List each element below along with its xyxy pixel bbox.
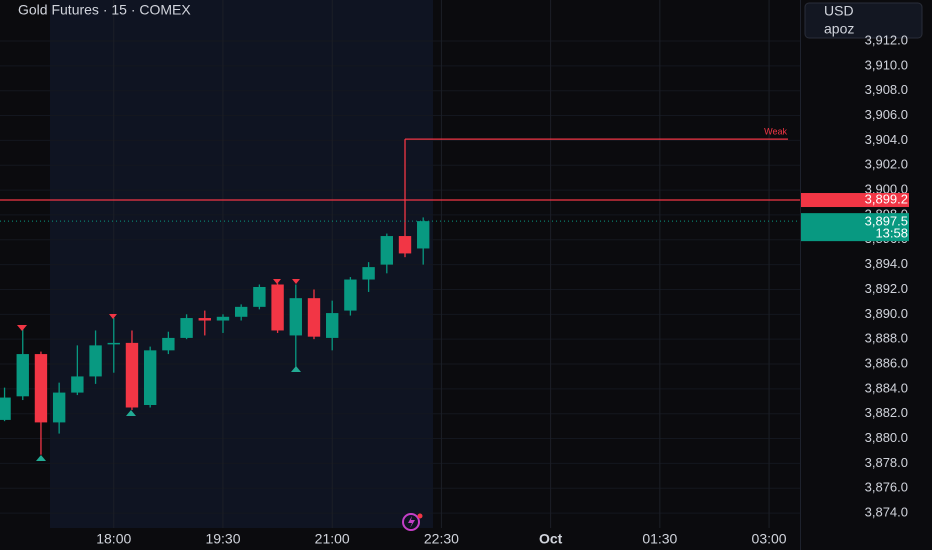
candle-body: [344, 279, 357, 311]
y-tick-label: 3,892.0: [865, 281, 908, 296]
current-price-label: 3,897.5: [865, 214, 908, 229]
candle-body: [107, 342, 120, 345]
y-tick-label: 3,882.0: [865, 405, 908, 420]
candle-body: [52, 392, 66, 423]
currency-box-bg: [804, 2, 923, 39]
y-tick-label: 3,876.0: [865, 480, 908, 495]
currency-box[interactable]: USD apoz: [804, 2, 923, 39]
candle-body: [307, 298, 321, 337]
sell-signal: [273, 279, 281, 284]
logo-icon: [402, 513, 423, 531]
candle-body: [89, 345, 102, 377]
candle-body: [234, 306, 248, 317]
annotation-label: Weak: [764, 127, 787, 137]
level-label: 3,899.2: [865, 191, 908, 206]
x-tick-label: Oct: [539, 531, 563, 547]
candle-body: [398, 236, 412, 254]
icon-bolt: [408, 516, 415, 528]
candle-body: [143, 350, 157, 406]
candle-body: [180, 318, 193, 338]
x-tick-label: 03:00: [752, 531, 787, 547]
currency: USD: [824, 3, 854, 19]
candle-body: [362, 267, 375, 280]
sell-signal: [17, 325, 27, 331]
candle-body: [34, 354, 48, 423]
candle-body: [380, 236, 393, 265]
y-tick-label: 3,878.0: [865, 455, 908, 470]
chart-title: Gold Futures · 15 · COMEX: [18, 2, 191, 18]
countdown-label: 13:58: [875, 226, 908, 241]
y-tick-label: 3,906.0: [865, 107, 908, 122]
current-price-tag: [801, 213, 909, 242]
y-tick-label: 3,890.0: [865, 306, 908, 321]
candle-body: [271, 284, 284, 331]
candle-body: [16, 354, 29, 397]
y-tick-label: 3,904.0: [865, 132, 908, 147]
x-tick-label: 19:30: [205, 531, 240, 547]
plot: Weak: [0, 127, 800, 455]
candle-body: [0, 397, 11, 420]
y-tick-label: 3,888.0: [865, 331, 908, 346]
buy-signal: [36, 455, 46, 461]
buy-signal: [126, 410, 136, 416]
x-tick-label: 22:30: [424, 531, 459, 547]
buy-signal: [291, 366, 301, 372]
user: apoz: [824, 21, 854, 37]
candle-body: [71, 376, 84, 393]
signals: [17, 279, 301, 461]
y-tick-label: 3,902.0: [865, 157, 908, 172]
axes: 3,874.0 3,876.0 3,878.0 3,880.0 3,882.0 3,884…: [96, 0, 909, 550]
candle-body: [162, 337, 175, 351]
icon-dot: [417, 513, 423, 519]
candle-body: [216, 316, 230, 321]
candle-body: [253, 286, 266, 307]
icon-ring: [402, 513, 420, 531]
sell-signal: [292, 279, 300, 284]
y-tick-label: 3,880.0: [865, 430, 908, 445]
level-tag: [801, 193, 909, 208]
y-tick-label: 3,910.0: [865, 57, 908, 72]
session-shade: [50, 0, 433, 528]
x-tick-label: 01:30: [642, 531, 677, 547]
y-tick-label: 3,912.0: [865, 32, 908, 47]
candle-body: [326, 313, 339, 338]
y-tick-label: 3,908.0: [865, 82, 908, 97]
y-tick-label: 3,894.0: [865, 256, 908, 271]
candle-body: [125, 342, 139, 408]
grid: [0, 0, 800, 528]
x-tick-label: 21:00: [315, 531, 350, 547]
y-tick-label: 3,900.0: [865, 182, 908, 197]
y-tick-label: 3,886.0: [865, 355, 908, 370]
candle-body: [198, 318, 211, 321]
sell-signal: [109, 314, 117, 319]
y-tick-label: 3,874.0: [865, 505, 908, 520]
y-tick-label: 3,884.0: [865, 380, 908, 395]
candle-body: [289, 298, 302, 336]
x-tick-label: 18:00: [96, 531, 131, 547]
candle-body: [417, 221, 430, 249]
